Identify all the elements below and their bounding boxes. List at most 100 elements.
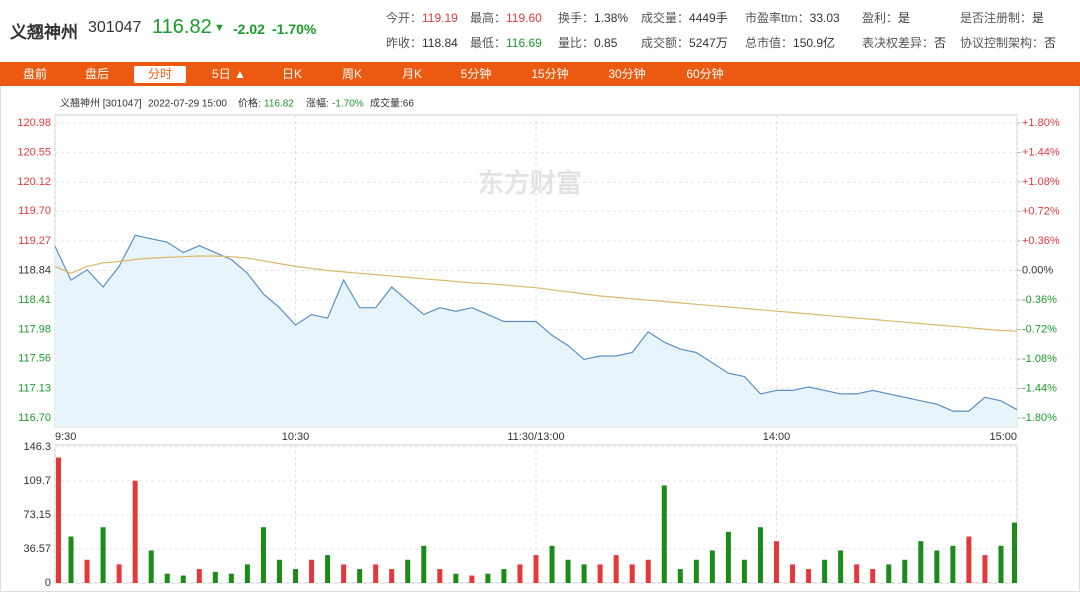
stat-label: 是否注册制： [960, 11, 1033, 25]
stat-label: 成交量： [641, 11, 690, 25]
tab[interactable]: 周K [341, 67, 362, 81]
stat-value: 否 [934, 36, 947, 50]
info-name-code: 义翘神州 [301047] [60, 97, 142, 110]
bar [405, 559, 411, 583]
y2-tick-label: +0.36% [1022, 235, 1060, 247]
bar [180, 575, 186, 583]
stat: 市盈率ttm：33.03 [745, 9, 840, 26]
tab[interactable]: 日K [281, 67, 302, 81]
bar [469, 575, 475, 583]
bar [276, 559, 282, 583]
stat-label: 盈利： [862, 11, 899, 25]
stat-label: 昨收： [386, 36, 423, 50]
bar [581, 564, 587, 583]
bar [453, 573, 459, 583]
stat: 最低：116.69 [470, 34, 542, 51]
x-tick-label: 11:30/13:00 [507, 431, 564, 443]
stat-value: 116.69 [506, 36, 542, 50]
stat-label: 最低： [470, 36, 507, 50]
stat-value: 118.84 [422, 36, 458, 50]
tab[interactable]: 盘前 [22, 67, 47, 81]
bar [244, 564, 250, 583]
bar [357, 569, 363, 583]
tab[interactable]: 60分钟 [686, 67, 724, 81]
y2-tick-label: -1.44% [1022, 382, 1057, 394]
stat: 成交额：5247万 [641, 34, 728, 51]
area [55, 235, 1017, 427]
bar [854, 564, 860, 583]
bar [966, 536, 972, 583]
bar [501, 569, 507, 583]
x-tick-label: 15:00 [989, 431, 1017, 443]
stat: 最高：119.60 [470, 9, 542, 26]
bar [517, 564, 523, 583]
y-tick-label: 120.55 [17, 147, 51, 159]
y2-tick-label: -1.08% [1022, 353, 1057, 365]
bar [437, 569, 443, 583]
arrow: ▼ [214, 22, 225, 34]
bar [421, 545, 427, 583]
bar [757, 527, 763, 583]
bar [838, 550, 844, 583]
stat-value: 119.19 [422, 11, 458, 25]
change: -2.02 [233, 21, 265, 37]
tab-bar: 盘前 盘后 分时 5日 ▲ 日K 周K 月K 5分钟 15分钟 30分钟 60分钟 [0, 62, 1080, 86]
stock-name: 义翘神州 [10, 23, 78, 42]
bar [709, 550, 715, 583]
bar [1012, 522, 1017, 583]
info-price: 116.82 [264, 99, 294, 110]
stat: 表决权差异：否 [862, 34, 946, 51]
tab[interactable]: 30分钟 [608, 67, 646, 81]
info-change-label: 涨幅: [306, 97, 329, 110]
y2-tick-label: 0.00% [1022, 264, 1053, 276]
bar [661, 485, 667, 583]
bar [68, 536, 74, 583]
y-tick-label: 36.57 [23, 543, 51, 555]
bar [164, 573, 170, 583]
stat: 量比：0.85 [558, 34, 617, 51]
bar [309, 559, 315, 583]
x-tick-label: 14:00 [763, 431, 791, 443]
y-tick-label: 120.12 [17, 176, 51, 188]
bar [260, 527, 266, 583]
bar [645, 559, 651, 583]
bar [100, 527, 106, 583]
stat-value: 150.9亿 [793, 36, 836, 50]
bar [56, 457, 61, 583]
bar [870, 569, 876, 583]
y-tick-label: 146.3 [23, 441, 51, 453]
y-tick-label: 119.27 [18, 235, 51, 247]
stat-value: 4449手 [689, 11, 728, 25]
tab[interactable]: 盘后 [84, 67, 109, 81]
tab[interactable]: 月K [401, 67, 422, 81]
bar [196, 569, 202, 583]
y-tick-label: 119.70 [18, 205, 51, 217]
stat-label: 换手： [558, 11, 595, 25]
bar [806, 569, 812, 583]
tab[interactable]: 5分钟 [460, 67, 492, 81]
y2-tick-label: -1.80% [1022, 412, 1057, 424]
y2-tick-label: +0.72% [1022, 205, 1060, 217]
tab[interactable]: 分时 [134, 66, 186, 83]
y2-tick-label: -0.72% [1022, 323, 1057, 335]
y-tick-label: 117.56 [18, 353, 51, 365]
stat: 成交量：4449手 [641, 9, 728, 26]
bar [132, 480, 138, 583]
bar [373, 564, 379, 583]
tab[interactable]: 15分钟 [531, 67, 569, 81]
stat-value: 1.38% [594, 11, 629, 25]
bar [597, 564, 603, 583]
y-tick-label: 120.98 [17, 117, 51, 129]
stat-value: 119.60 [506, 11, 542, 25]
bar [565, 559, 571, 583]
y2-tick-label: +1.80% [1022, 117, 1060, 129]
bar [148, 550, 154, 583]
tab[interactable]: 5日 ▲ [212, 67, 246, 81]
stat-label: 量比： [558, 36, 595, 50]
y-tick-label: 118.41 [18, 294, 51, 306]
stat-value: 否 [1044, 36, 1057, 50]
bar [485, 573, 491, 583]
y2-tick-label: +1.08% [1022, 176, 1060, 188]
info-change: -1.70% [332, 99, 364, 110]
